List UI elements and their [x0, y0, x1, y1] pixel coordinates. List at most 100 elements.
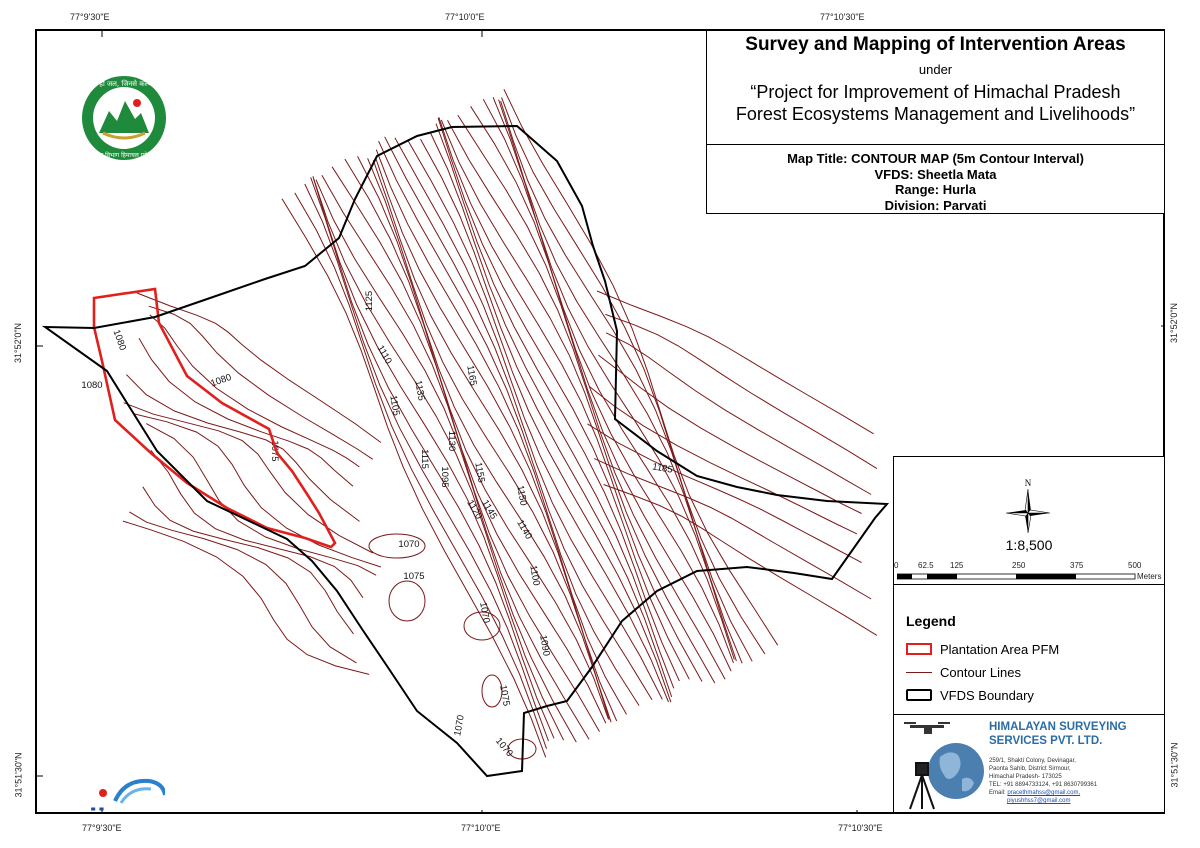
contour-line	[394, 137, 669, 703]
contour-line	[438, 117, 703, 682]
title-under: under	[918, 62, 953, 77]
division-name: Division: Parvati	[884, 197, 987, 213]
contour-label: 1070	[398, 539, 419, 550]
contour-line	[126, 374, 360, 522]
contour-label: 1080	[209, 372, 233, 390]
coord-right-2: 31°51'30"N	[1169, 742, 1180, 788]
contour-line	[378, 140, 653, 700]
contour-line	[312, 176, 565, 741]
contour-line	[589, 386, 858, 535]
email-line-2: piyushhss7@gmail.com	[989, 797, 1097, 805]
contour-line	[482, 98, 735, 660]
contour-line	[593, 458, 872, 600]
company-name-line1: HIMALAYAN SURVEYING	[989, 721, 1127, 733]
contour-line	[603, 484, 878, 636]
coord-right-1: 31°52'0"N	[1169, 302, 1180, 344]
address-line-4: TEL: +91 8894733124, +91 8630799361	[989, 782, 1098, 788]
contour-line	[142, 486, 354, 635]
contour-label: 1155	[472, 462, 486, 484]
title-project: “Project for Improvement of Himachal Pra…	[707, 81, 1164, 125]
coord-bottom-2: 77°10'0"E	[461, 823, 501, 833]
contour-line	[304, 183, 549, 742]
address-line-1: 259/1, Shakti Colony, Devinagar,	[989, 758, 1076, 764]
coord-bottom-3: 77°10'30"E	[838, 823, 883, 833]
contour-line	[357, 156, 610, 720]
contour-label: 1165	[464, 365, 478, 387]
plantation-area[interactable]	[92, 287, 337, 549]
contour-line	[384, 136, 663, 700]
contour-label: 1130	[446, 431, 457, 451]
contour-label: 1150	[514, 485, 528, 507]
company-box: HIMALAYAN SURVEYING SERVICES PVT. LTD. 2…	[893, 714, 1164, 812]
contour-line	[372, 160, 618, 722]
contour-label: 1185	[651, 461, 673, 475]
contour-line	[470, 106, 734, 664]
contour-line	[123, 402, 374, 554]
company-address: 259/1, Shakti Colony, Devinagar, Paonta …	[989, 757, 1097, 805]
vfds-boundary[interactable]	[41, 124, 890, 778]
map-info: Map Title: CONTOUR MAP (5m Contour Inter…	[707, 144, 1164, 213]
contour-line	[605, 332, 872, 495]
coord-top-1: 77°9'30"E	[70, 12, 110, 22]
contour-label: 1080	[111, 328, 129, 352]
contour-line	[149, 314, 360, 468]
tripod-icon	[909, 762, 935, 810]
scale-box: N 1:8,500 0 62.5 125 250 375 500 Meters	[893, 456, 1164, 584]
contour-label: 1070	[452, 714, 467, 737]
email-link-1[interactable]: pracethmahss@gmail.com,	[1007, 790, 1081, 796]
contour-line	[129, 511, 357, 664]
coord-top-2: 77°10'0"E	[445, 12, 485, 22]
contour-line	[150, 449, 364, 599]
contour-line	[437, 117, 690, 680]
contour-line	[435, 123, 680, 682]
contour-line	[294, 192, 547, 749]
contour-map[interactable]: 1200120511251110110511351130116511151095…	[37, 31, 1165, 814]
contour-line	[420, 138, 673, 698]
email-link-2[interactable]: piyushhss7@gmail.com	[1007, 798, 1071, 804]
contour-label: 1140	[514, 518, 534, 541]
company-logo	[904, 722, 984, 810]
legend-item-plantation: Plantation Area PFM	[906, 640, 1059, 658]
contour-line	[375, 149, 640, 706]
contour-knoll	[463, 611, 501, 641]
contour-line	[344, 158, 609, 719]
drone-icon	[904, 722, 950, 734]
contour-line	[457, 114, 732, 672]
coord-bottom-1: 77°9'30"E	[82, 823, 122, 833]
scale-unit: Meters	[1137, 572, 1162, 581]
contour-lines	[122, 88, 878, 760]
contour-line	[331, 166, 607, 724]
contour-label: 1110	[374, 343, 393, 366]
boundary-swatch	[906, 689, 932, 701]
hp-forest-department-logo: वन ही जल, जिनसे कल्याण वन विभाग हिमाचल प…	[82, 76, 166, 160]
contour-line	[440, 119, 716, 684]
contour-label: 1075	[269, 440, 280, 461]
scale-tick-0: 0	[894, 561, 899, 570]
contour-line	[313, 178, 577, 743]
scale-tick-3: 250	[1012, 561, 1026, 570]
legend-item-boundary: VFDS Boundary	[906, 686, 1034, 704]
address-line-3: Himachal Pradesh- 173025	[989, 774, 1062, 780]
company-name: HIMALAYAN SURVEYING SERVICES PVT. LTD.	[989, 720, 1127, 748]
legend-item-contour: Contour Lines	[906, 663, 1021, 681]
contour-line	[596, 290, 874, 435]
coord-left-1: 31°52'0"N	[13, 322, 24, 364]
contour-knoll	[368, 533, 426, 559]
coord-left-2: 31°51'30"N	[13, 752, 24, 798]
north-label: N	[1025, 478, 1032, 488]
plantation-swatch	[906, 643, 932, 655]
jica-logo: jica	[88, 778, 165, 812]
scale-tick-2: 125	[950, 561, 964, 570]
contour-line	[500, 100, 753, 662]
title-project-line1: “Project for Improvement of Himachal Pra…	[750, 82, 1121, 102]
contour-line	[310, 177, 555, 739]
title-project-line2: Forest Ecosystems Management and Livelih…	[735, 104, 1136, 124]
legend-label-contour: Contour Lines	[940, 664, 1021, 680]
scale-bar	[897, 573, 1136, 580]
vfds-name: VFDS: Sheetla Mata	[874, 166, 997, 182]
email-line: Email: pracethmahss@gmail.com,	[989, 789, 1097, 797]
legend-box: Legend Plantation Area PFM Contour Lines…	[893, 584, 1164, 714]
contour-line	[447, 120, 726, 680]
contour-line	[375, 157, 627, 715]
contour-line	[132, 413, 382, 568]
